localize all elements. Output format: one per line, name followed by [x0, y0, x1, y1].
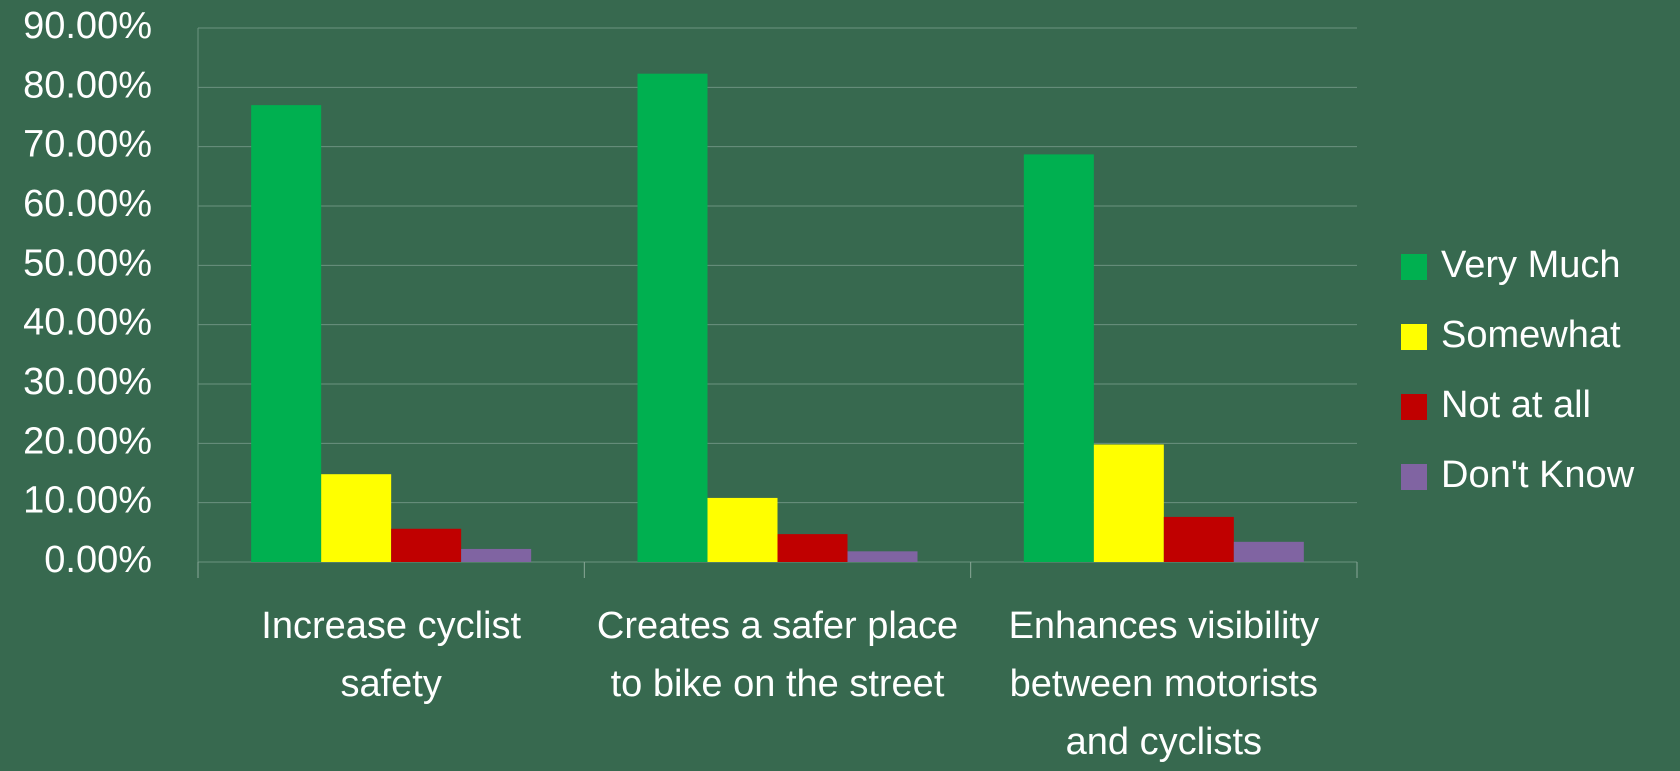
x-tick-label: Increase cyclist safety — [261, 605, 522, 705]
legend-label: Very Much — [1441, 244, 1621, 286]
legend-swatch — [1401, 254, 1427, 280]
bar — [321, 474, 392, 562]
y-tick-label: 50.00% — [23, 242, 152, 284]
legend-swatch — [1401, 324, 1427, 350]
bar — [461, 548, 532, 562]
bar — [1163, 516, 1234, 562]
legend-label: Don't Know — [1441, 454, 1635, 496]
legend-swatch — [1401, 464, 1427, 490]
y-tick-label: 40.00% — [23, 302, 152, 344]
bar — [777, 534, 848, 562]
y-tick-label: 80.00% — [23, 64, 152, 106]
y-tick-label: 70.00% — [23, 124, 152, 166]
y-tick-label: 20.00% — [23, 420, 152, 462]
y-tick-label: 30.00% — [23, 361, 152, 403]
y-tick-label: 0.00% — [44, 539, 152, 581]
bar — [1233, 541, 1304, 562]
bar — [391, 528, 462, 562]
x-tick-label: Enhances visibility between motorists an… — [1008, 605, 1320, 763]
bar — [707, 497, 778, 562]
bar — [637, 73, 708, 562]
legend-swatch — [1401, 394, 1427, 420]
bar — [1023, 154, 1094, 562]
legend-label: Not at all — [1441, 384, 1591, 426]
y-tick-label: 10.00% — [23, 480, 152, 522]
x-tick-label: Creates a safer place to bike on the str… — [596, 605, 959, 705]
y-tick-label: 90.00% — [23, 5, 152, 47]
bar — [1093, 444, 1164, 562]
bar — [251, 105, 322, 562]
legend-label: Somewhat — [1441, 314, 1621, 356]
bar — [847, 551, 918, 562]
y-tick-label: 60.00% — [23, 183, 152, 225]
